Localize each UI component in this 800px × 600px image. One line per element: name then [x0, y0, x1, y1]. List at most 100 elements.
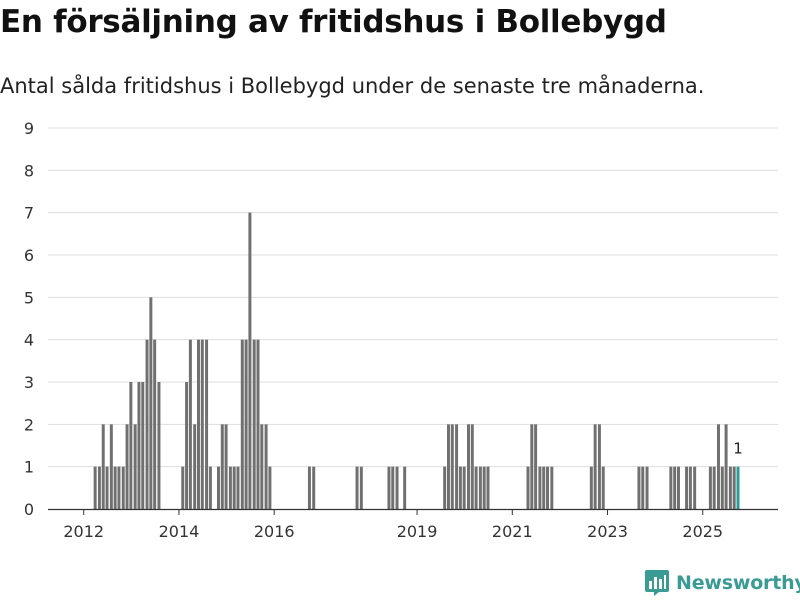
chart-title: En försäljning av fritidshus i Bollebygd: [0, 4, 667, 40]
bar: [200, 339, 204, 509]
gridlines: [48, 127, 778, 468]
bar: [693, 466, 697, 509]
bar: [232, 466, 236, 509]
bar: [137, 382, 141, 509]
bar: [478, 466, 482, 509]
y-axis-ticks: 0 1 2 3 4 5 6 7 8 9: [24, 119, 34, 519]
bar: [145, 339, 149, 509]
bar: [688, 466, 692, 509]
bar-latest: [736, 466, 740, 509]
bar: [538, 466, 542, 509]
y-tick-label: 8: [24, 161, 34, 180]
bar: [446, 424, 450, 509]
bar: [593, 424, 597, 509]
newsworthy-chart-icon: [645, 570, 669, 596]
x-tick-label: 2023: [587, 522, 628, 541]
bar: [546, 466, 550, 509]
bar: [153, 339, 157, 509]
bar: [708, 466, 712, 509]
bar: [482, 466, 486, 509]
bar: [359, 466, 363, 509]
bar: [724, 424, 728, 509]
newsworthy-logo: Newsworthy: [644, 569, 800, 597]
bar: [264, 424, 268, 509]
bar: [101, 424, 105, 509]
bar: [216, 466, 220, 509]
bar: [455, 424, 459, 509]
x-tick-label: 2012: [63, 522, 104, 541]
y-tick-label: 3: [24, 373, 34, 392]
bar: [121, 466, 125, 509]
bar: [312, 466, 316, 509]
bar: [188, 339, 192, 509]
y-tick-label: 7: [24, 204, 34, 223]
y-tick-label: 6: [24, 246, 34, 265]
x-tick-label: 2025: [682, 522, 723, 541]
bar: [193, 424, 197, 509]
bar: [391, 466, 395, 509]
bar: [474, 466, 478, 509]
bar: [466, 424, 470, 509]
brand-name: Newsworthy: [676, 572, 800, 594]
bar: [109, 424, 113, 509]
bar: [728, 466, 732, 509]
x-tick-label: 2016: [254, 522, 295, 541]
bar: [205, 339, 209, 509]
y-tick-label: 1: [24, 458, 34, 477]
bar: [534, 424, 538, 509]
bar: [450, 424, 454, 509]
bar: [550, 466, 554, 509]
bar: [669, 466, 673, 509]
bar: [641, 466, 645, 509]
y-tick-label: 0: [24, 500, 34, 519]
bar: [157, 382, 161, 509]
bar: [228, 466, 232, 509]
bar: [133, 424, 137, 509]
bar: [526, 466, 530, 509]
bar: [256, 339, 260, 509]
x-tick-label: 2014: [159, 522, 200, 541]
bar: [462, 466, 466, 509]
bar: [712, 466, 716, 509]
bar: [387, 466, 391, 509]
bar: [716, 424, 720, 509]
y-tick-label: 4: [24, 331, 34, 350]
bar: [268, 466, 272, 509]
bar: [403, 466, 407, 509]
bar: [236, 466, 240, 509]
chart-subtitle: Antal sålda fritidshus i Bollebygd under…: [0, 74, 705, 98]
bar: [637, 466, 641, 509]
bar: [125, 424, 129, 509]
bar: [355, 466, 359, 509]
bar: [105, 466, 109, 509]
bar: [645, 466, 649, 509]
bar: [93, 466, 97, 509]
bar: [196, 339, 200, 509]
bar: [395, 466, 399, 509]
bar: [244, 339, 248, 509]
bar: [260, 424, 264, 509]
bar: [252, 339, 256, 509]
bar: [248, 212, 252, 509]
bar: [458, 466, 462, 509]
bar: [530, 424, 534, 509]
bar: [470, 424, 474, 509]
bars: [93, 212, 740, 509]
x-tick-label: 2021: [492, 522, 533, 541]
bar: [732, 466, 736, 509]
y-tick-label: 9: [24, 119, 34, 138]
bar: [141, 382, 145, 509]
y-tick-label: 2: [24, 415, 34, 434]
bar: [486, 466, 490, 509]
bar: [676, 466, 680, 509]
data-labels: 1: [733, 440, 743, 458]
bar: [97, 466, 101, 509]
x-axis-ticks: 2012 2014 2016 2019 2021 2023 2025: [63, 509, 723, 541]
y-tick-label: 5: [24, 288, 34, 307]
bar: [307, 466, 311, 509]
bar: [224, 424, 228, 509]
bar: [149, 297, 153, 509]
bar: [208, 466, 212, 509]
bar: [181, 466, 185, 509]
